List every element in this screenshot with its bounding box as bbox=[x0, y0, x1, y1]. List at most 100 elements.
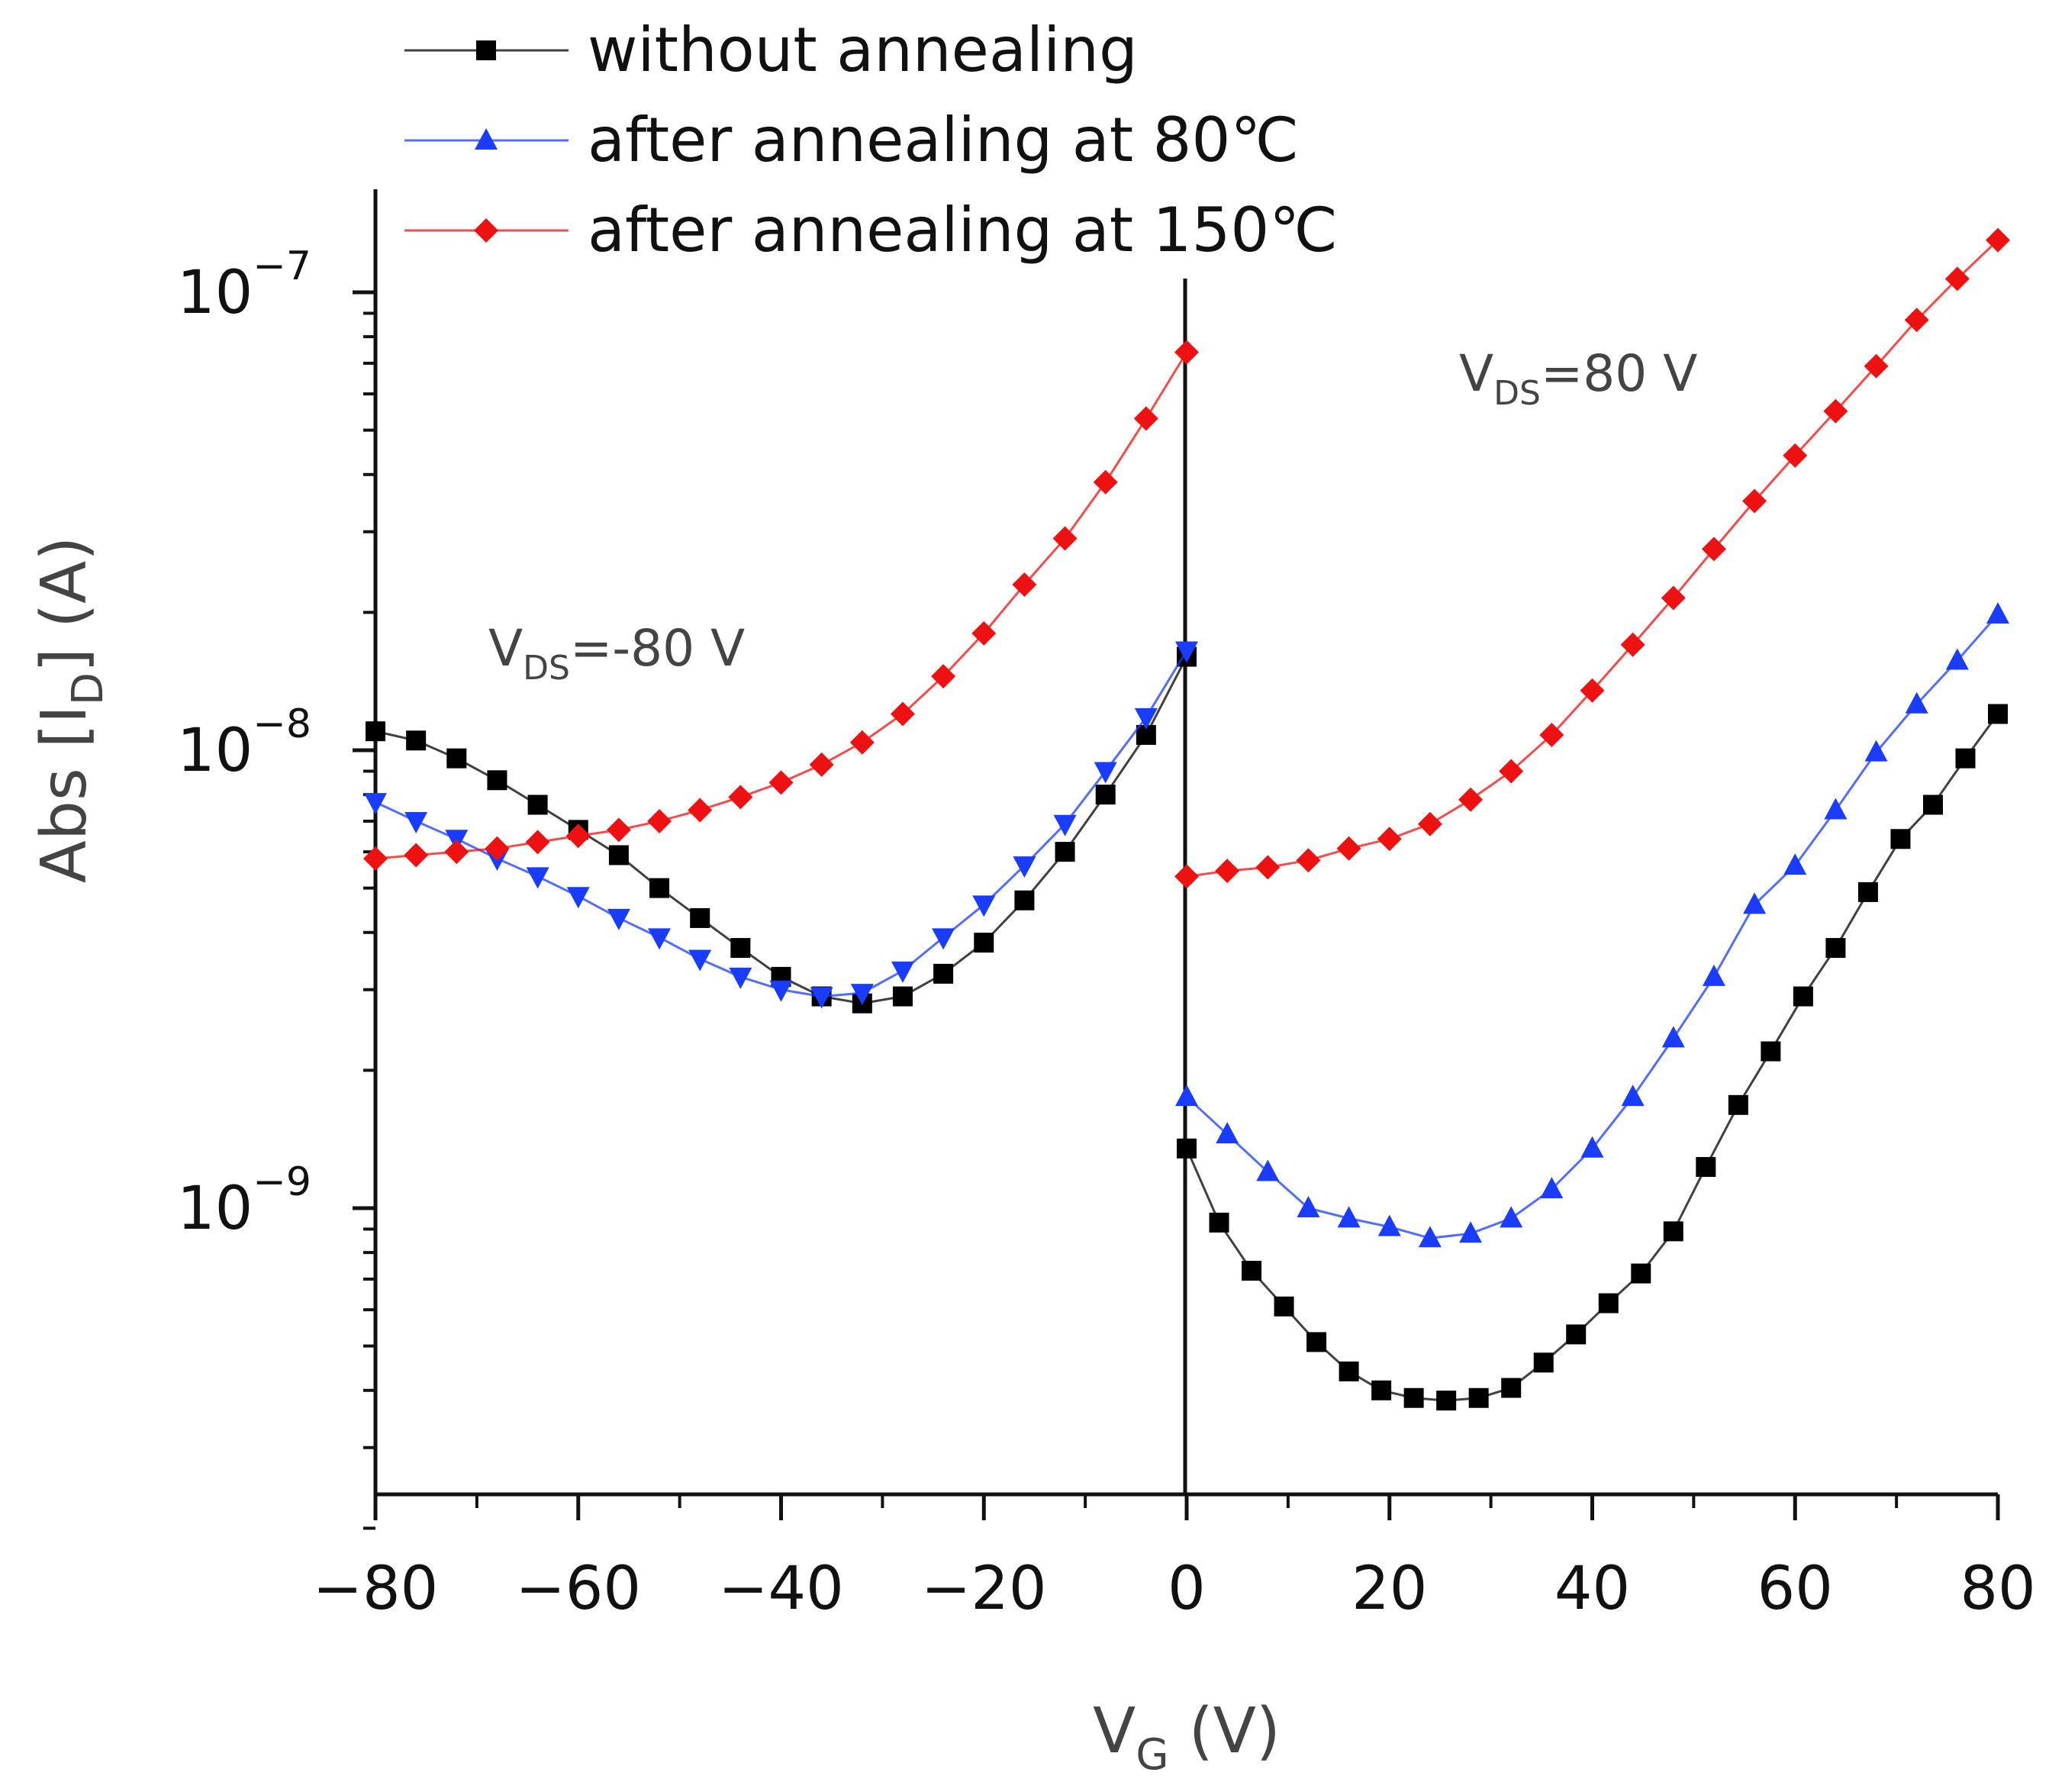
data-point bbox=[729, 967, 752, 989]
data-point bbox=[1175, 1085, 1198, 1107]
data-point bbox=[1458, 787, 1484, 812]
data-point bbox=[1339, 1361, 1359, 1381]
legend-marker bbox=[476, 40, 496, 60]
series-layer bbox=[363, 227, 2010, 1411]
data-point bbox=[1661, 585, 1686, 611]
axes bbox=[353, 189, 2000, 1530]
data-point bbox=[1539, 722, 1564, 747]
data-point bbox=[1012, 572, 1037, 597]
x-tick-label: 40 bbox=[1554, 1555, 1630, 1623]
data-point bbox=[363, 846, 388, 871]
data-point bbox=[974, 933, 994, 953]
data-point bbox=[690, 907, 710, 928]
data-point bbox=[892, 986, 913, 1007]
data-point bbox=[1209, 1212, 1229, 1233]
data-point bbox=[1255, 855, 1281, 880]
data-point bbox=[849, 730, 875, 755]
data-point bbox=[1663, 1221, 1683, 1242]
data-point bbox=[688, 798, 713, 823]
data-point bbox=[1857, 881, 1878, 902]
data-point bbox=[932, 928, 955, 950]
series-1 bbox=[366, 646, 2008, 1411]
vds-annotation: VDS=80 V bbox=[1459, 344, 1697, 413]
data-point bbox=[1500, 1206, 1523, 1228]
data-point bbox=[890, 701, 915, 727]
legend-entry[interactable]: without annealing bbox=[404, 15, 1138, 85]
data-point bbox=[1864, 353, 1889, 379]
data-point bbox=[1053, 814, 1077, 836]
data-point bbox=[1013, 856, 1036, 878]
data-point bbox=[688, 949, 712, 972]
data-point bbox=[1377, 827, 1402, 852]
data-point bbox=[1093, 469, 1118, 495]
series-3 bbox=[363, 227, 2010, 889]
data-point bbox=[364, 793, 387, 815]
data-point bbox=[1418, 1226, 1442, 1248]
data-point bbox=[1501, 1378, 1522, 1398]
data-point bbox=[1986, 227, 2010, 253]
data-point bbox=[768, 770, 794, 795]
data-point bbox=[1540, 1177, 1564, 1199]
data-point bbox=[1175, 641, 1198, 663]
data-point bbox=[1014, 890, 1035, 911]
data-point bbox=[1944, 266, 1970, 292]
data-point bbox=[1904, 308, 1929, 333]
data-point bbox=[404, 843, 429, 868]
data-point bbox=[487, 770, 507, 791]
x-axis-title: VG (V) bbox=[1093, 1695, 1281, 1780]
data-point bbox=[648, 928, 672, 950]
data-point bbox=[1533, 1352, 1554, 1373]
data-point bbox=[1864, 740, 1888, 762]
data-point bbox=[566, 887, 590, 909]
data-point bbox=[1371, 1380, 1392, 1400]
data-point bbox=[444, 840, 469, 865]
data-point bbox=[1133, 406, 1158, 431]
series-2 bbox=[364, 602, 2009, 1248]
y-tick-label: 10−9 bbox=[177, 1159, 311, 1243]
y-tick-label: 10−8 bbox=[177, 701, 311, 785]
data-point bbox=[810, 987, 833, 1009]
text-layer: −80 −60 −40 −20 0 20 40 60 80 10−7 10−8 10−9 VG (V) A… bbox=[28, 243, 2036, 1780]
data-point bbox=[1701, 537, 1726, 562]
y-axis-title: Abs [ID] (A) bbox=[28, 537, 113, 883]
data-point bbox=[850, 984, 874, 1006]
data-point bbox=[1890, 829, 1911, 849]
data-point bbox=[1459, 1221, 1483, 1243]
data-point bbox=[1377, 1214, 1401, 1236]
data-point bbox=[1256, 1159, 1280, 1181]
data-point bbox=[647, 808, 672, 833]
data-point bbox=[730, 938, 751, 959]
data-point bbox=[971, 620, 997, 646]
data-point bbox=[1417, 811, 1442, 836]
data-point bbox=[1702, 964, 1725, 986]
data-point bbox=[406, 730, 427, 751]
data-point bbox=[1095, 785, 1116, 805]
x-tick-label: 80 bbox=[1960, 1555, 2035, 1623]
data-point bbox=[404, 811, 428, 833]
legend-entry[interactable]: after annealing at 150℃ bbox=[404, 195, 1338, 266]
data-point bbox=[1988, 704, 2008, 724]
legend-entry[interactable]: after annealing at 80℃ bbox=[404, 105, 1299, 176]
data-point bbox=[1922, 794, 1943, 815]
data-point bbox=[366, 721, 385, 742]
legend-label: without annealing bbox=[588, 15, 1138, 85]
data-point bbox=[1499, 759, 1524, 784]
legend-marker bbox=[474, 218, 498, 243]
data-point bbox=[1620, 632, 1645, 657]
data-point bbox=[1986, 602, 2009, 624]
data-point bbox=[933, 963, 954, 984]
data-point bbox=[1468, 1388, 1489, 1408]
data-point bbox=[1761, 1041, 1781, 1062]
data-point bbox=[769, 980, 793, 1002]
x-tick-label: 60 bbox=[1757, 1555, 1833, 1623]
data-point bbox=[1274, 1296, 1294, 1317]
data-point bbox=[608, 845, 629, 865]
data-point bbox=[1337, 1206, 1361, 1228]
data-point bbox=[1728, 1094, 1748, 1115]
data-point bbox=[1823, 398, 1848, 424]
data-point bbox=[931, 664, 956, 689]
data-point bbox=[1134, 707, 1158, 730]
data-point bbox=[649, 878, 670, 898]
data-point bbox=[728, 785, 753, 810]
series-line bbox=[1185, 713, 1999, 1402]
